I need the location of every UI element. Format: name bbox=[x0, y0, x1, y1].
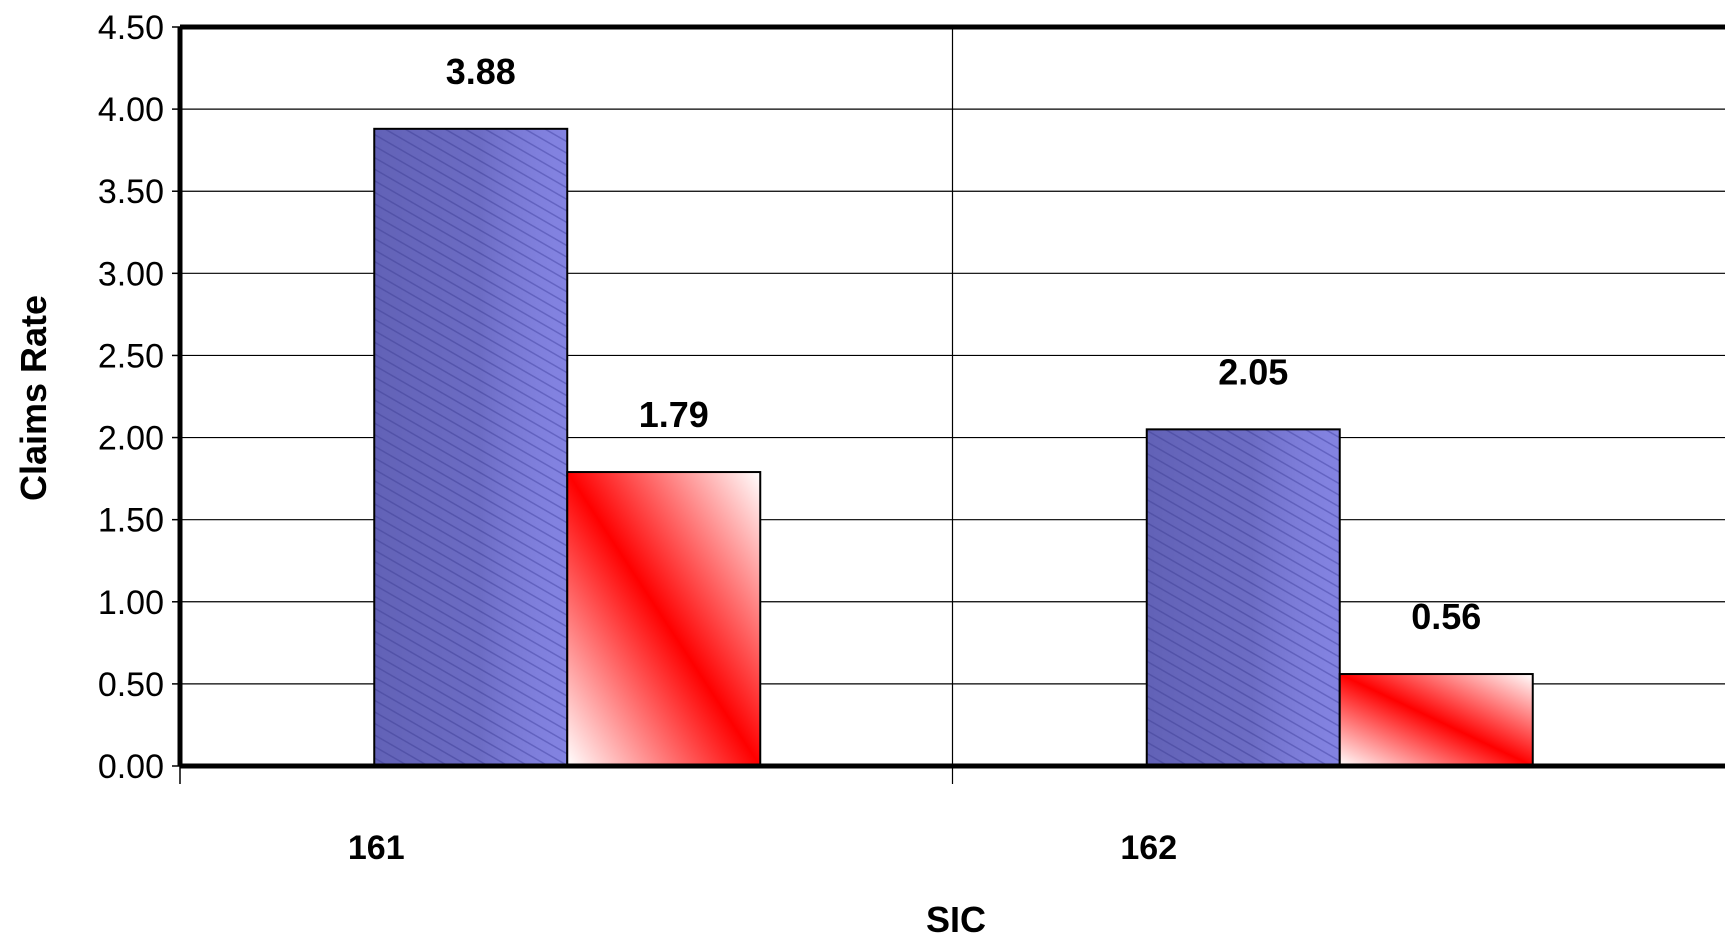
y-tick-label: 3.00 bbox=[98, 255, 164, 293]
data-label: 1.79 bbox=[639, 394, 709, 435]
x-category-label: 161 bbox=[348, 829, 405, 867]
y-tick-label: 1.50 bbox=[98, 502, 164, 540]
data-label: 2.05 bbox=[1218, 351, 1288, 392]
data-label: 0.56 bbox=[1411, 596, 1481, 637]
bar-series1 bbox=[1145, 428, 1341, 767]
y-tick-label: 4.50 bbox=[98, 9, 164, 47]
y-tick-label: 0.50 bbox=[98, 666, 164, 704]
x-axis-title: SIC bbox=[926, 899, 986, 938]
y-tick-label: 4.00 bbox=[98, 91, 164, 129]
bar-series2 bbox=[1338, 673, 1534, 768]
data-label: 3.88 bbox=[446, 51, 516, 92]
y-tick-label: 3.50 bbox=[98, 173, 164, 211]
y-tick-label: 2.00 bbox=[98, 420, 164, 458]
y-axis-title: Claims Rate bbox=[13, 295, 54, 501]
data-labels: 3.88 1.79 2.05 0.56 bbox=[446, 51, 1482, 637]
x-category-label: 162 bbox=[1120, 829, 1177, 867]
y-tick-label: 1.00 bbox=[98, 584, 164, 622]
x-category-labels: 161 162 bbox=[348, 829, 1177, 867]
axes bbox=[172, 24, 1725, 784]
y-tick-label: 0.00 bbox=[98, 748, 164, 786]
bar-series1 bbox=[373, 127, 569, 768]
bars bbox=[373, 127, 1534, 768]
y-tick-labels: 0.00 0.50 1.00 1.50 2.00 2.50 3.00 3.50 4.00 4.50 bbox=[98, 9, 164, 786]
bar-series2 bbox=[566, 471, 762, 767]
y-tick-label: 2.50 bbox=[98, 337, 164, 375]
